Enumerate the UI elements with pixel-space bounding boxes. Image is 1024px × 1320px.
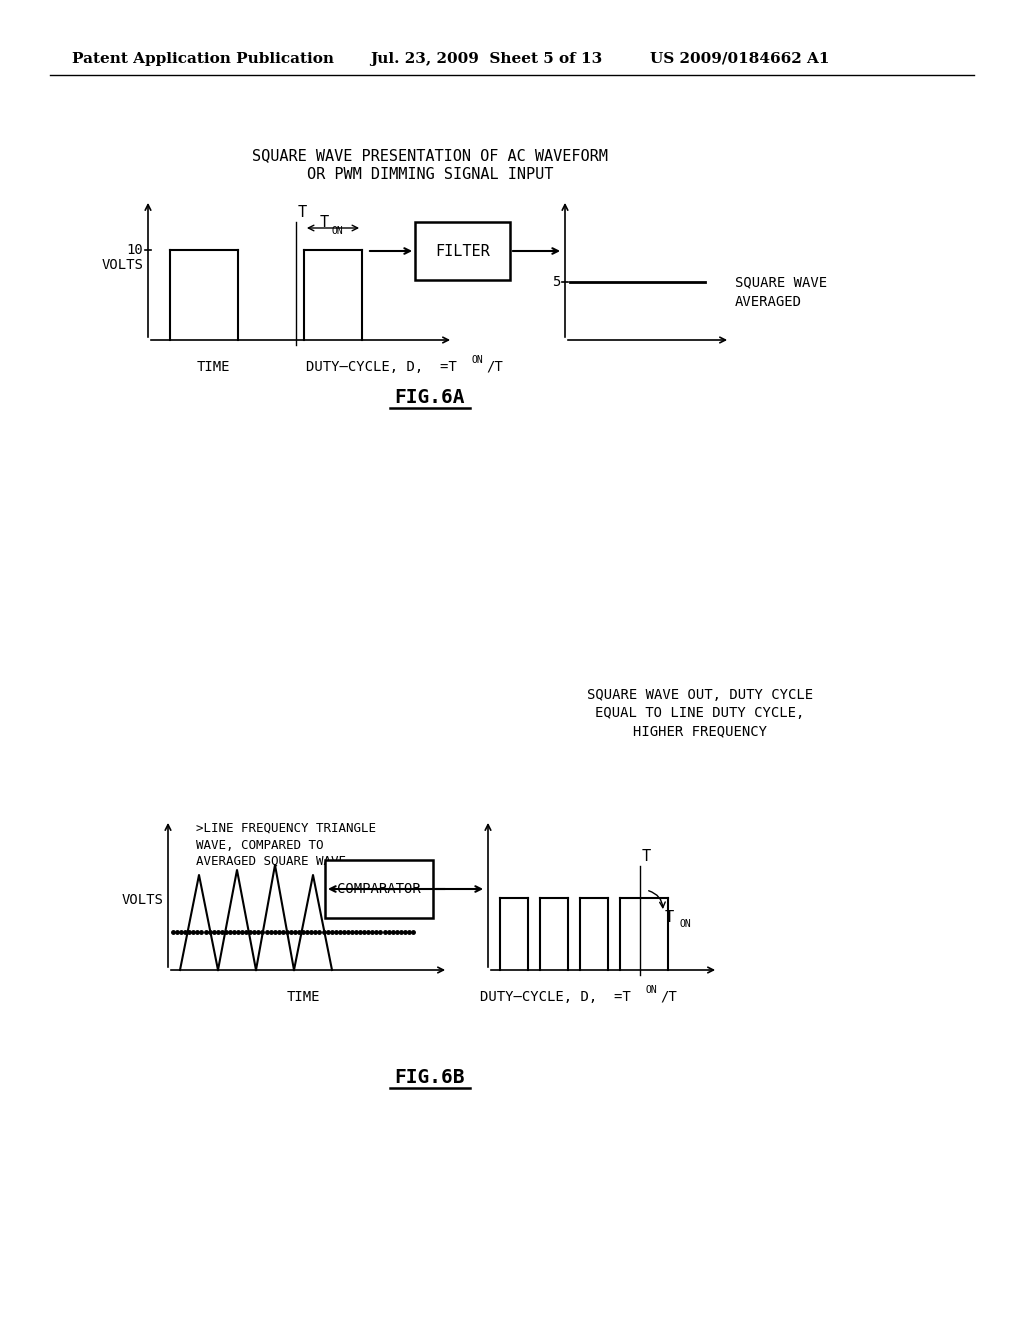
Text: SQUARE WAVE PRESENTATION OF AC WAVEFORM: SQUARE WAVE PRESENTATION OF AC WAVEFORM	[252, 148, 608, 162]
Text: COMPARATOR: COMPARATOR	[337, 882, 421, 896]
Text: FILTER: FILTER	[435, 243, 489, 259]
Text: HIGHER FREQUENCY: HIGHER FREQUENCY	[633, 723, 767, 738]
Text: AVERAGED: AVERAGED	[735, 294, 802, 309]
Text: ON: ON	[331, 226, 343, 236]
Text: /T: /T	[486, 360, 503, 374]
Text: FIG.6B: FIG.6B	[394, 1068, 465, 1086]
Text: SQUARE WAVE: SQUARE WAVE	[735, 275, 827, 289]
Text: T: T	[298, 205, 307, 220]
Text: VOLTS: VOLTS	[101, 257, 143, 272]
Text: DUTY–CYCLE, D,  =T: DUTY–CYCLE, D, =T	[480, 990, 631, 1005]
Text: /T: /T	[660, 990, 677, 1005]
Text: ON: ON	[646, 985, 657, 995]
Text: Jul. 23, 2009  Sheet 5 of 13: Jul. 23, 2009 Sheet 5 of 13	[370, 51, 602, 66]
Text: T: T	[319, 215, 329, 230]
Text: 5: 5	[552, 275, 560, 289]
Text: SQUARE WAVE OUT, DUTY CYCLE: SQUARE WAVE OUT, DUTY CYCLE	[587, 688, 813, 702]
Text: WAVE, COMPARED TO: WAVE, COMPARED TO	[196, 840, 324, 851]
Text: VOLTS: VOLTS	[121, 894, 163, 907]
Text: T: T	[665, 911, 674, 925]
Text: OR PWM DIMMING SIGNAL INPUT: OR PWM DIMMING SIGNAL INPUT	[307, 168, 553, 182]
Bar	[415, 222, 510, 280]
Text: FIG.6A: FIG.6A	[394, 388, 465, 407]
Text: Patent Application Publication: Patent Application Publication	[72, 51, 334, 66]
Text: DUTY–CYCLE, D,  =T: DUTY–CYCLE, D, =T	[306, 360, 457, 374]
Text: AVERAGED SQUARE WAVE: AVERAGED SQUARE WAVE	[196, 855, 346, 869]
Text: 10: 10	[126, 243, 143, 257]
Text: EQUAL TO LINE DUTY CYCLE,: EQUAL TO LINE DUTY CYCLE,	[595, 706, 805, 719]
Text: TIME: TIME	[197, 360, 229, 374]
Text: ON: ON	[472, 355, 483, 366]
Text: T: T	[642, 849, 651, 865]
Text: TIME: TIME	[287, 990, 319, 1005]
Bar	[325, 861, 433, 917]
Text: >LINE FREQUENCY TRIANGLE: >LINE FREQUENCY TRIANGLE	[196, 822, 376, 836]
Text: US 2009/0184662 A1: US 2009/0184662 A1	[650, 51, 829, 66]
Text: ON: ON	[679, 919, 691, 929]
